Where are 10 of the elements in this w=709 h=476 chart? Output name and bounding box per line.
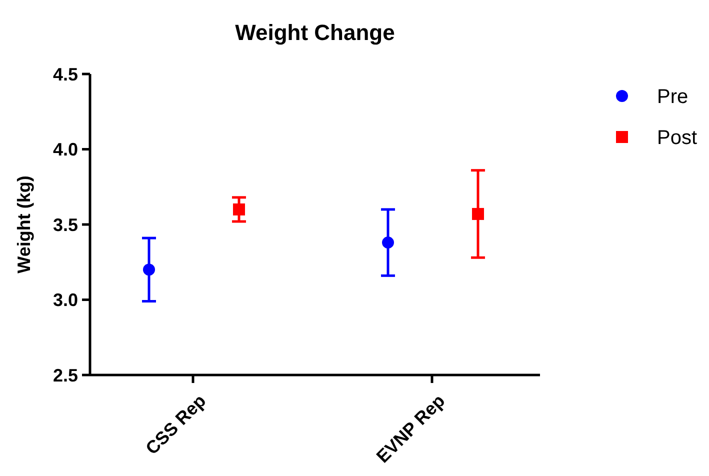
y-tick-label: 2.5 <box>52 365 78 386</box>
y-axis-title: Weight (kg) <box>14 176 34 274</box>
legend-label: Pre <box>657 86 688 108</box>
y-tick-label: 3.5 <box>52 214 78 235</box>
x-tick-label: CSS Rep <box>142 390 210 458</box>
legend-label: Post <box>657 127 698 149</box>
y-tick-label: 4.0 <box>52 140 78 160</box>
chart-title: Weight Change <box>235 20 395 45</box>
y-tick-label: 4.5 <box>52 64 78 84</box>
y-tick-label: 3.0 <box>52 290 78 310</box>
